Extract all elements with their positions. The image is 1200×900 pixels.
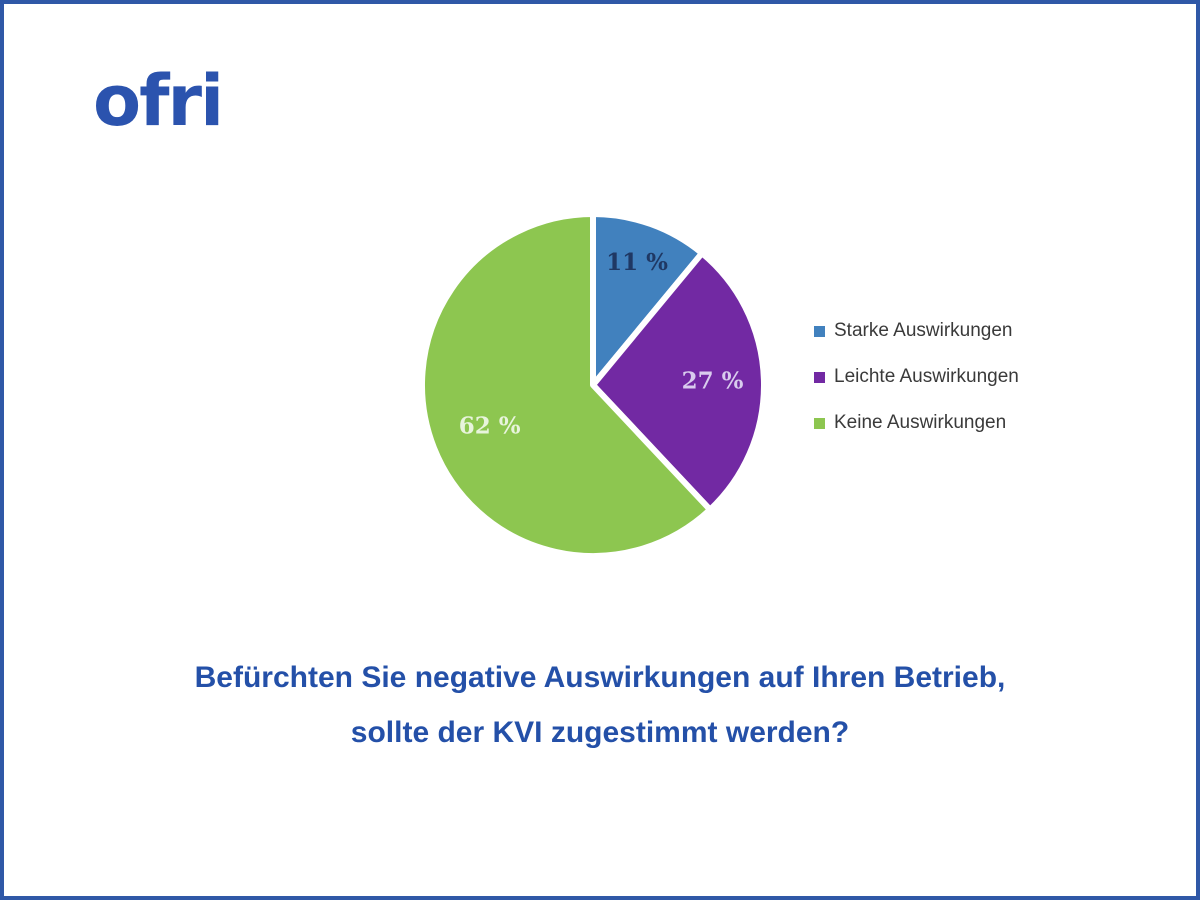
chart-question-title: Befürchten Sie negative Auswirkungen auf…: [4, 650, 1196, 760]
ofri-logo: ofri: [93, 60, 224, 142]
legend-swatch-icon: [814, 371, 825, 383]
pie-data-label: 27 %: [682, 368, 744, 395]
legend-item: Leichte Auswirkungen: [814, 354, 1019, 400]
legend-label: Keine Auswirkungen: [834, 412, 1007, 433]
legend-label: Leichte Auswirkungen: [834, 366, 1019, 387]
question-line-2: sollte der KVI zugestimmt werden?: [350, 716, 850, 749]
legend-swatch-icon: [814, 417, 825, 429]
legend-swatch-icon: [814, 325, 825, 337]
pie-slice-1: [590, 211, 705, 388]
pie-slice-2: [590, 250, 767, 513]
question-line-1: Befürchten Sie negative Auswirkungen auf…: [194, 661, 1006, 694]
legend-item: Keine Auswirkungen: [814, 400, 1019, 446]
chart-legend: Starke Auswirkungen Leichte Auswirkungen K…: [814, 308, 1019, 446]
legend-label: Starke Auswirkungen: [834, 320, 1013, 341]
pie-chart: 11 % 27 % 62 %: [419, 211, 767, 559]
pie-slice-3: [419, 211, 714, 559]
legend-item: Starke Auswirkungen: [814, 308, 1019, 354]
pie-data-label: 11 %: [606, 249, 668, 276]
pie-data-label: 62 %: [459, 412, 521, 439]
pie-chart-area: 11 % 27 % 62 %: [393, 185, 793, 585]
